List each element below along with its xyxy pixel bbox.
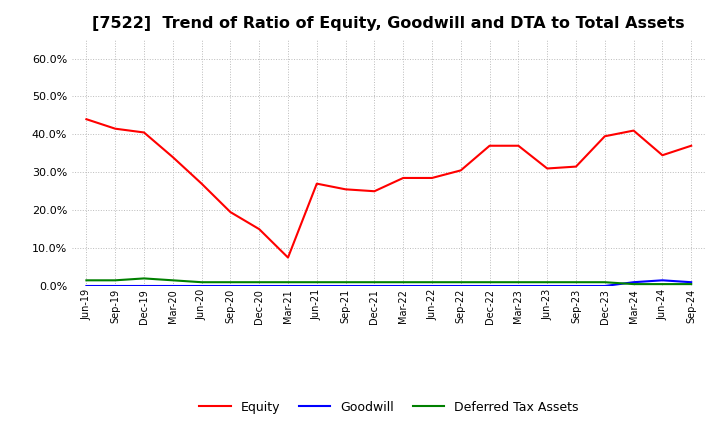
Goodwill (341, 283, 350, 289)
Legend: Equity, Goodwill, Deferred Tax Assets: Equity, Goodwill, Deferred Tax Assets (194, 396, 583, 419)
Equity (629, 128, 638, 133)
Goodwill (543, 283, 552, 289)
Deferred Tax Assets (370, 279, 379, 285)
Equity (600, 134, 609, 139)
Goodwill (370, 283, 379, 289)
Deferred Tax Assets (629, 282, 638, 287)
Equity (370, 189, 379, 194)
Equity (312, 181, 321, 186)
Equity (140, 130, 148, 135)
Goodwill (428, 283, 436, 289)
Deferred Tax Assets (82, 278, 91, 283)
Deferred Tax Assets (140, 276, 148, 281)
Deferred Tax Assets (399, 279, 408, 285)
Deferred Tax Assets (197, 279, 206, 285)
Equity (687, 143, 696, 148)
Equity (168, 154, 177, 160)
Equity (82, 117, 91, 122)
Equity (572, 164, 580, 169)
Equity (399, 175, 408, 180)
Deferred Tax Assets (111, 278, 120, 283)
Deferred Tax Assets (284, 279, 292, 285)
Deferred Tax Assets (543, 279, 552, 285)
Goodwill (312, 283, 321, 289)
Equity (111, 126, 120, 131)
Goodwill (514, 283, 523, 289)
Goodwill (572, 283, 580, 289)
Deferred Tax Assets (485, 279, 494, 285)
Equity (284, 255, 292, 260)
Deferred Tax Assets (255, 279, 264, 285)
Deferred Tax Assets (514, 279, 523, 285)
Goodwill (140, 283, 148, 289)
Goodwill (600, 283, 609, 289)
Goodwill (658, 278, 667, 283)
Goodwill (456, 283, 465, 289)
Title: [7522]  Trend of Ratio of Equity, Goodwill and DTA to Total Assets: [7522] Trend of Ratio of Equity, Goodwil… (92, 16, 685, 32)
Line: Goodwill: Goodwill (86, 280, 691, 286)
Goodwill (687, 279, 696, 285)
Equity (226, 209, 235, 215)
Equity (197, 181, 206, 186)
Deferred Tax Assets (456, 279, 465, 285)
Equity (658, 153, 667, 158)
Deferred Tax Assets (600, 279, 609, 285)
Goodwill (399, 283, 408, 289)
Goodwill (284, 283, 292, 289)
Deferred Tax Assets (168, 278, 177, 283)
Goodwill (197, 283, 206, 289)
Equity (428, 175, 436, 180)
Goodwill (82, 283, 91, 289)
Deferred Tax Assets (572, 279, 580, 285)
Goodwill (485, 283, 494, 289)
Goodwill (226, 283, 235, 289)
Equity (341, 187, 350, 192)
Deferred Tax Assets (428, 279, 436, 285)
Goodwill (168, 283, 177, 289)
Deferred Tax Assets (341, 279, 350, 285)
Equity (543, 166, 552, 171)
Line: Deferred Tax Assets: Deferred Tax Assets (86, 279, 691, 284)
Deferred Tax Assets (687, 282, 696, 287)
Goodwill (111, 283, 120, 289)
Equity (456, 168, 465, 173)
Equity (514, 143, 523, 148)
Equity (485, 143, 494, 148)
Deferred Tax Assets (226, 279, 235, 285)
Deferred Tax Assets (658, 282, 667, 287)
Goodwill (629, 279, 638, 285)
Line: Equity: Equity (86, 119, 691, 257)
Goodwill (255, 283, 264, 289)
Deferred Tax Assets (312, 279, 321, 285)
Equity (255, 227, 264, 232)
